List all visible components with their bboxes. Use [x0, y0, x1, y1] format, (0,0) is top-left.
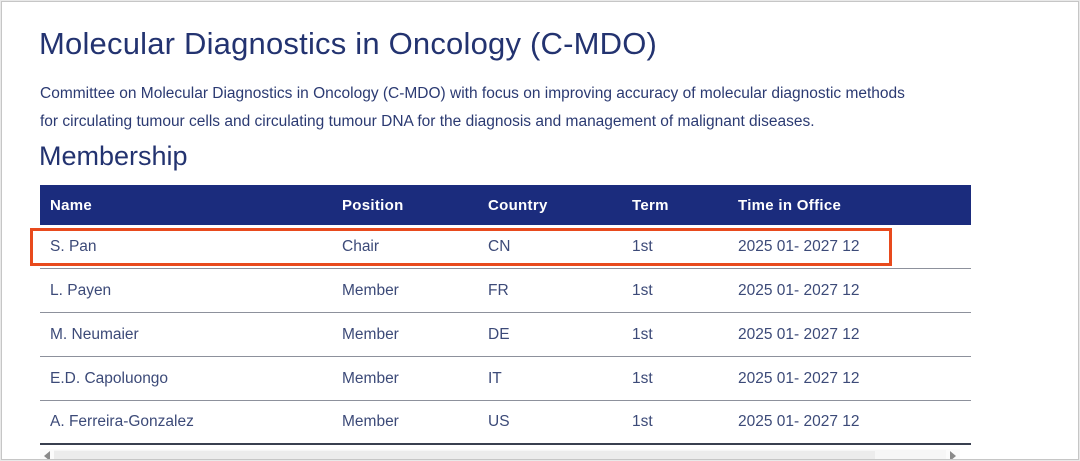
scroll-right-icon[interactable]: [950, 450, 956, 459]
cell-term: 1st: [632, 413, 653, 430]
scrollbar-track[interactable]: [54, 450, 946, 459]
cell-name: S. Pan: [50, 237, 97, 255]
cell-name: L. Payen: [50, 281, 112, 299]
header-cell: Country: [488, 196, 548, 214]
scrollbar-thumb[interactable]: [54, 451, 875, 459]
committee-description: Committee on Molecular Diagnostics in On…: [40, 85, 905, 130]
table-row[interactable]: S. Pan Chair CN 1st 2025 01- 2027 12: [30, 225, 971, 269]
scroll-left-icon[interactable]: [44, 450, 50, 459]
cell-name: E.D. Capoluongo: [50, 369, 169, 387]
cell-country: FR: [488, 281, 509, 299]
cell-position: Member: [342, 413, 399, 430]
cell-term: 1st: [632, 325, 653, 343]
horizontal-scrollbar[interactable]: [40, 449, 960, 459]
header-cell: Name: [50, 196, 93, 214]
cell-position: Chair: [342, 237, 380, 255]
cell-time-in-office: 2025 01- 2027 12: [738, 325, 860, 343]
header-cell: Term: [632, 196, 669, 214]
table-row[interactable]: M. Neumaier Member DE 1st 2025 01- 2027 12: [40, 313, 971, 357]
cell-position: Member: [342, 281, 399, 299]
cell-country: CN: [488, 237, 511, 255]
table-row[interactable]: L. Payen Member FR 1st 2025 01- 2027 12: [40, 269, 971, 313]
cell-country: IT: [488, 369, 502, 387]
cell-time-in-office: 2025 01- 2027 12: [738, 413, 860, 430]
cell-term: 1st: [632, 237, 653, 255]
cell-name: A. Ferreira-Gonzalez: [50, 413, 194, 430]
cell-country: DE: [488, 325, 510, 343]
cell-time-in-office: 2025 01- 2027 12: [738, 281, 860, 299]
table-header: Name Position Country Term Time in Office: [40, 185, 971, 225]
cell-time-in-office: 2025 01- 2027 12: [738, 237, 860, 255]
table-body: S. Pan Chair CN 1st 2025 01- 2027 12 L. Payen…: [30, 225, 971, 445]
cell-time-in-office: 2025 01- 2027 12: [738, 369, 860, 387]
cell-position: Member: [342, 369, 399, 387]
table-row[interactable]: A. Ferreira-Gonzalez Member US 1st 2025 01- …: [40, 401, 971, 445]
page-title: Molecular Diagnostics in Oncology (C-MDO…: [39, 26, 658, 61]
cell-term: 1st: [632, 369, 653, 387]
membership-heading: Membership: [39, 141, 188, 171]
cell-name: M. Neumaier: [50, 325, 139, 343]
header-cell: Time in Office: [738, 196, 842, 214]
cell-position: Member: [342, 325, 399, 343]
header-cell: Position: [342, 196, 404, 214]
cell-term: 1st: [632, 281, 653, 299]
cell-country: US: [488, 413, 510, 430]
table-row[interactable]: E.D. Capoluongo Member IT 1st 2025 01- 2027 …: [40, 357, 971, 401]
membership-table: Name Position Country Term Time in Office S.…: [30, 185, 971, 445]
